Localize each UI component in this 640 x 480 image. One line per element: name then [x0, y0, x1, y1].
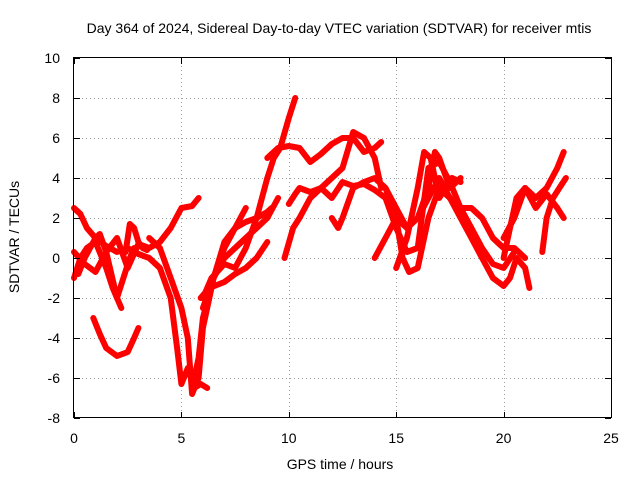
- series-trace-18: [393, 149, 464, 271]
- series-trace-8: [189, 205, 275, 391]
- y-tick-label: 4: [52, 170, 60, 186]
- series-trace-11: [199, 95, 299, 301]
- y-tick-label: 6: [52, 130, 60, 146]
- y-tick-label: -8: [48, 410, 61, 426]
- x-tick-label: 15: [388, 430, 404, 446]
- chart-title: Day 364 of 2024, Sidereal Day-to-day VTE…: [87, 20, 592, 36]
- x-axis-tick-labels: 0 5 10 15 20 25: [70, 430, 619, 446]
- plot-area-frame: [73, 57, 612, 418]
- series-trace-14: [281, 129, 385, 261]
- y-tick-label: -4: [48, 330, 61, 346]
- series-trace-5: [90, 315, 142, 359]
- x-tick-label: 25: [603, 430, 619, 446]
- series-trace-21: [539, 175, 569, 255]
- x-tick-label: 20: [496, 430, 512, 446]
- series-trace-16: [371, 175, 533, 291]
- y-axis-tick-labels: -8 -6 -4 -2 0 2 4 6 8 10: [44, 50, 60, 426]
- x-tick-label: 10: [281, 430, 297, 446]
- series-trace-15: [328, 149, 464, 231]
- y-tick-label: 10: [44, 50, 60, 66]
- y-tick-label: -6: [48, 370, 61, 386]
- y-tick-label: 2: [52, 210, 60, 226]
- y-tick-label: -2: [48, 290, 61, 306]
- y-tick-label: 0: [52, 250, 60, 266]
- series-trace-6: [122, 221, 150, 255]
- x-tick-label: 0: [70, 430, 78, 446]
- y-tick-label: 8: [52, 90, 60, 106]
- series-trace-12: [264, 135, 385, 165]
- series-trace-4: [75, 231, 125, 311]
- grid-lines: [74, 58, 611, 418]
- x-tick-label: 5: [178, 430, 186, 446]
- axis-ticks: [74, 58, 612, 419]
- series-trace-17: [382, 185, 529, 275]
- series-trace-20: [500, 185, 567, 241]
- x-axis-label: GPS time / hours: [287, 456, 394, 472]
- data-traces: [71, 95, 569, 397]
- y-axis-label: SDTVAR / TECUs: [6, 181, 22, 293]
